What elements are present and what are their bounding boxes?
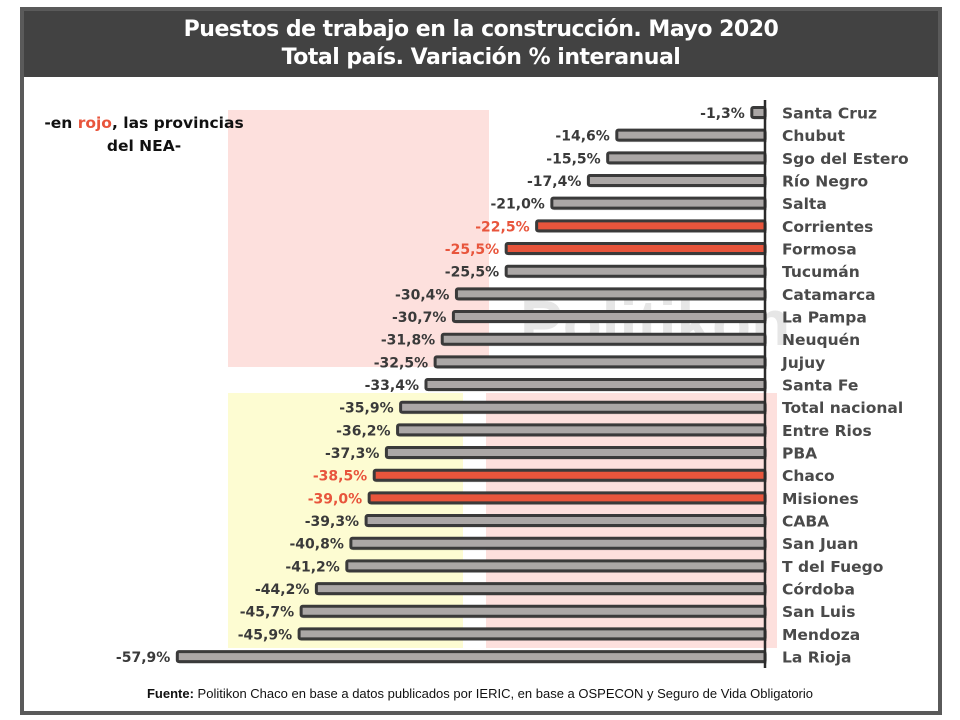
category-label: PBA [782, 445, 817, 463]
category-label: Salta [782, 195, 827, 213]
value-label: -17,4% [527, 174, 581, 190]
chart-title: Puestos de trabajo en la construcción. M… [183, 17, 779, 42]
bar-caba [364, 514, 767, 528]
value-label: -40,8% [289, 537, 343, 553]
chart-subtitle: Total país. Variación % interanual [281, 45, 681, 70]
bar-misiones [367, 491, 767, 505]
bar-c-rdoba [314, 582, 767, 596]
category-label: La Rioja [782, 649, 851, 667]
bar-san-juan [349, 536, 767, 550]
category-label: Misiones [782, 490, 859, 508]
category-label: Mendoza [782, 626, 860, 644]
category-label: Total nacional [782, 399, 903, 417]
bar-santa-fe [424, 378, 767, 392]
value-label: -35,9% [339, 401, 393, 417]
category-label: La Pampa [782, 309, 867, 327]
category-label: CABA [782, 513, 829, 531]
value-label: -57,9% [116, 650, 170, 666]
category-label: San Juan [782, 535, 858, 553]
category-label: Jujuy [781, 354, 825, 372]
category-label: Córdoba [782, 581, 855, 599]
bar-formosa [504, 242, 767, 256]
value-label: -14,6% [555, 129, 609, 145]
value-label: -41,2% [285, 559, 339, 575]
source-text: Politikon Chaco en base a datos publicad… [193, 686, 813, 701]
bar-mendoza [297, 627, 767, 641]
category-label: Neuquén [782, 331, 860, 349]
category-label: Santa Cruz [782, 105, 877, 123]
value-label: -25,5% [445, 242, 499, 258]
note-highlight: rojo [77, 114, 112, 132]
value-label: -15,5% [546, 151, 600, 167]
value-label: -39,3% [305, 514, 359, 530]
background-panel-pink-top [228, 110, 489, 367]
value-label: -38,5% [313, 469, 367, 485]
source-label: Fuente: [146, 686, 194, 701]
category-label: Catamarca [782, 286, 876, 304]
legend-note: -en rojo, las provincias del NEA- [34, 112, 254, 158]
source-note: Fuente: Politikon Chaco en base a datos … [0, 686, 960, 701]
category-label: Tucumán [782, 263, 860, 281]
category-label: Sgo del Estero [782, 150, 909, 168]
value-label: -25,5% [445, 265, 499, 281]
bar-entre-rios [396, 423, 767, 437]
bar-santa-cruz [750, 106, 767, 119]
bar-r-o-negro [586, 174, 767, 188]
value-label: -22,5% [475, 219, 529, 235]
bar-t-del-fuego [345, 559, 767, 573]
value-label: -45,7% [240, 605, 294, 621]
value-label: -32,5% [374, 355, 428, 371]
category-label: T del Fuego [782, 558, 883, 576]
bar-salta [550, 196, 767, 210]
value-label: -36,2% [336, 423, 390, 439]
value-label: -31,8% [381, 333, 435, 349]
bar-jujuy [433, 355, 767, 369]
category-label: Chubut [782, 127, 846, 145]
note-suffix: , las provincias [111, 114, 244, 132]
bar-la-pampa [451, 310, 767, 324]
value-label: -21,0% [490, 197, 544, 213]
bar-sgo-del-estero [606, 151, 767, 165]
bar-san-luis [299, 604, 767, 618]
value-label: -1,3% [700, 106, 745, 122]
bar-tucum-n [504, 264, 767, 278]
category-label: Río Negro [782, 173, 868, 191]
category-label: Santa Fe [782, 377, 858, 395]
category-label: Entre Rios [782, 422, 872, 440]
bar-neuqu-n [440, 332, 767, 346]
category-label: Formosa [782, 241, 857, 259]
bar-total-nacional [399, 400, 767, 414]
bar-corrientes [535, 219, 767, 233]
bar-chaco [372, 468, 767, 482]
bar-catamarca [454, 287, 767, 301]
note-prefix: -en [44, 114, 78, 132]
value-label: -30,7% [392, 310, 446, 326]
bar-chubut [615, 128, 767, 142]
category-label: San Luis [782, 603, 856, 621]
value-label: -30,4% [395, 287, 449, 303]
category-label: Chaco [782, 467, 835, 485]
chart-header: Puestos de trabajo en la construcción. M… [24, 11, 938, 77]
value-label: -45,9% [238, 627, 292, 643]
value-label: -33,4% [365, 378, 419, 394]
bar-pba [384, 446, 767, 460]
value-label: -44,2% [255, 582, 309, 598]
value-label: -37,3% [325, 446, 379, 462]
bar-la-rioja [175, 650, 767, 664]
category-label: Corrientes [782, 218, 873, 236]
note-line2: del NEA- [106, 137, 182, 155]
value-label: -39,0% [308, 491, 362, 507]
